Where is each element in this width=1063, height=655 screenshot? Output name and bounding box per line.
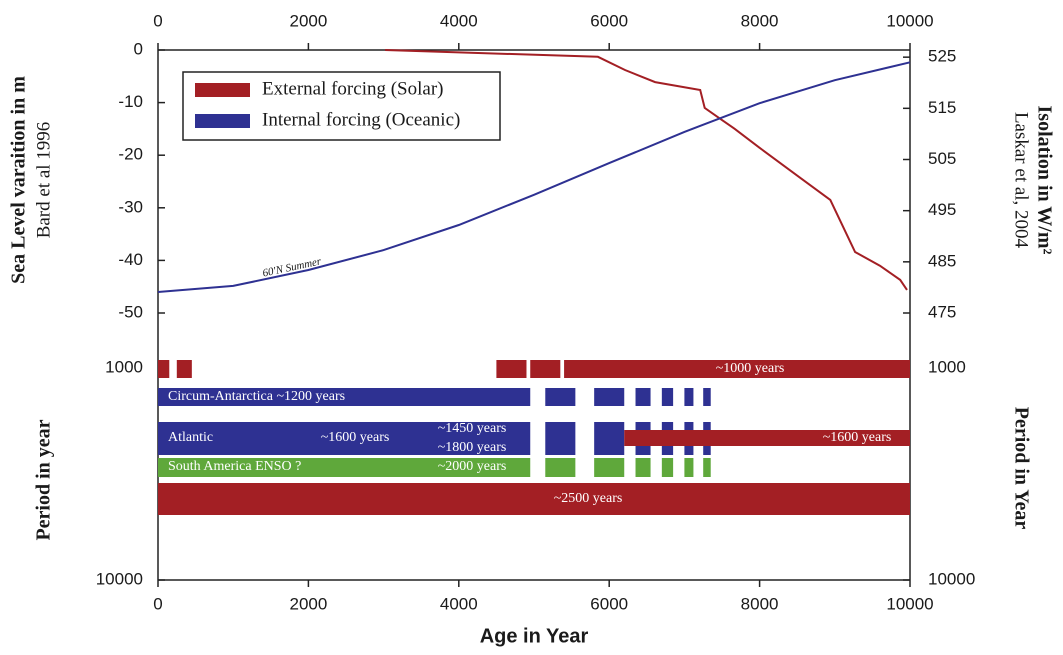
- y-axis-title: Sea Level varaition in m: [8, 76, 30, 284]
- y-tick-label: 0: [134, 39, 143, 58]
- bar-label: ~1800 years: [438, 440, 507, 455]
- y2-axis-title: Isolation in W/m²: [1033, 106, 1055, 255]
- period-bar: [158, 388, 531, 406]
- x-tick-label: 8000: [741, 11, 779, 30]
- x-tick-label: 0: [153, 11, 162, 30]
- x-tick-label: 2000: [289, 594, 327, 613]
- y-tick-label: -40: [118, 250, 143, 269]
- x-tick-label: 0: [153, 594, 162, 613]
- series-line: [385, 49, 908, 291]
- period-bar: [545, 422, 576, 455]
- period-bar: [684, 458, 694, 477]
- period-bar: [496, 360, 527, 378]
- period-bar: [158, 458, 531, 477]
- bar-label: Atlantic: [168, 430, 213, 445]
- series-line: [157, 61, 911, 293]
- legend-label: Internal forcing (Oceanic): [262, 109, 460, 130]
- x-axis-title: Age in Year: [480, 625, 589, 647]
- bar-label: ~1600 years: [321, 430, 390, 445]
- bar-label: ~1450 years: [438, 421, 507, 436]
- legend-swatch: [195, 83, 250, 97]
- y2-tick-label: 515: [928, 98, 956, 117]
- bar-label: ~1000 years: [716, 361, 785, 376]
- y2-tick-label: 525: [928, 47, 956, 66]
- period-axis2-title: Period in Year: [1010, 407, 1032, 530]
- period-bar: [594, 458, 625, 477]
- period-bar: [158, 360, 170, 378]
- period-bar: [530, 360, 561, 378]
- y-axis-subtitle: Bard et al 1996: [33, 122, 54, 239]
- x-tick-label: 6000: [590, 594, 628, 613]
- y2-tick-label: 10000: [928, 569, 975, 588]
- period-bar: [594, 422, 625, 455]
- x-tick-label: 4000: [440, 594, 478, 613]
- period-bar: [158, 422, 531, 455]
- y-tick-label: -10: [118, 92, 143, 111]
- period-bar: [661, 388, 674, 406]
- y2-tick-label: 475: [928, 302, 956, 321]
- period-bar: [684, 388, 694, 406]
- annotation: 60'N Summer: [262, 255, 323, 279]
- bar-label: Circum-Antarctica ~1200 years: [168, 389, 345, 404]
- period-bar: [545, 388, 576, 406]
- y-tick-label: 1000: [105, 357, 143, 376]
- x-tick-label: 10000: [886, 11, 933, 30]
- period-axis-title: Period in year: [33, 419, 55, 540]
- x-tick-label: 10000: [886, 594, 933, 613]
- y2-tick-label: 1000: [928, 357, 966, 376]
- x-tick-label: 8000: [741, 594, 779, 613]
- period-bar: [564, 360, 910, 378]
- period-bar: [635, 388, 651, 406]
- legend-label: External forcing (Solar): [262, 78, 443, 99]
- period-bar: [635, 458, 651, 477]
- period-bar: [594, 388, 625, 406]
- bar-label: ~2500 years: [554, 491, 623, 506]
- x-tick-label: 4000: [440, 11, 478, 30]
- y-tick-label: -30: [118, 197, 143, 216]
- legend-swatch: [195, 114, 250, 128]
- y2-tick-label: 495: [928, 200, 956, 219]
- y2-axis-subtitle: Laskar et al, 2004: [1011, 112, 1032, 249]
- y2-tick-label: 485: [928, 251, 956, 270]
- period-bar: [703, 458, 711, 477]
- y-tick-label: 10000: [96, 569, 143, 588]
- y-tick-label: -50: [118, 302, 143, 321]
- bar-label: ~1600 years: [823, 430, 892, 445]
- y2-tick-label: 505: [928, 149, 956, 168]
- period-bar: [176, 360, 192, 378]
- bar-label: ~2000 years: [438, 459, 507, 474]
- x-tick-label: 2000: [289, 11, 327, 30]
- period-bar: [661, 458, 674, 477]
- bar-label: South America ENSO ?: [168, 459, 301, 474]
- period-bar: [703, 388, 711, 406]
- period-bar: [158, 483, 910, 515]
- x-tick-label: 6000: [590, 11, 628, 30]
- period-bar: [624, 430, 910, 446]
- y-tick-label: -20: [118, 145, 143, 164]
- period-bar: [545, 458, 576, 477]
